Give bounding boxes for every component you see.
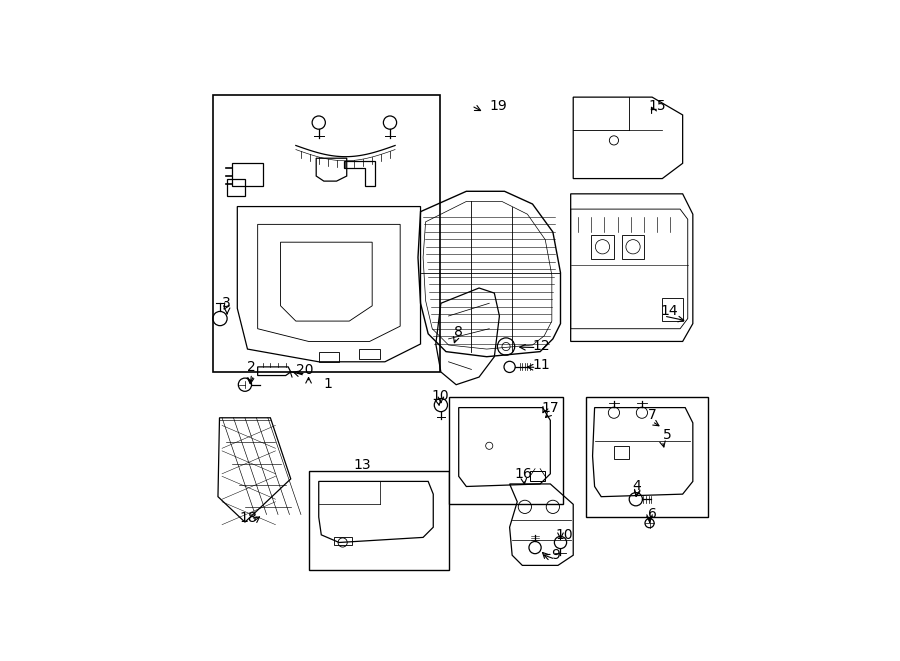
Text: 14: 14 [660,304,678,318]
Text: 20: 20 [296,364,314,377]
Text: 11: 11 [533,358,551,372]
Bar [213,95,440,372]
Bar [309,471,448,570]
Text: 8: 8 [454,325,464,339]
Text: 13: 13 [353,458,371,472]
Text: 16: 16 [515,467,532,481]
Text: 10: 10 [556,528,573,542]
Bar [586,397,708,517]
Bar [448,397,563,504]
Text: 12: 12 [533,339,551,353]
Text: 1: 1 [323,377,332,391]
Polygon shape [592,408,693,496]
Text: 4: 4 [633,479,641,494]
Polygon shape [571,194,693,342]
Text: 5: 5 [663,428,671,442]
Text: 2: 2 [248,360,256,374]
Text: 10: 10 [431,389,449,403]
Text: 3: 3 [221,296,230,310]
Text: 7: 7 [648,408,656,422]
Text: 18: 18 [239,511,257,525]
Text: 19: 19 [489,98,507,113]
Text: 9: 9 [551,548,560,563]
Text: 6: 6 [648,508,657,522]
Text: 15: 15 [648,98,666,113]
Text: 17: 17 [542,401,559,414]
Bar [591,235,614,259]
Bar [622,235,644,259]
